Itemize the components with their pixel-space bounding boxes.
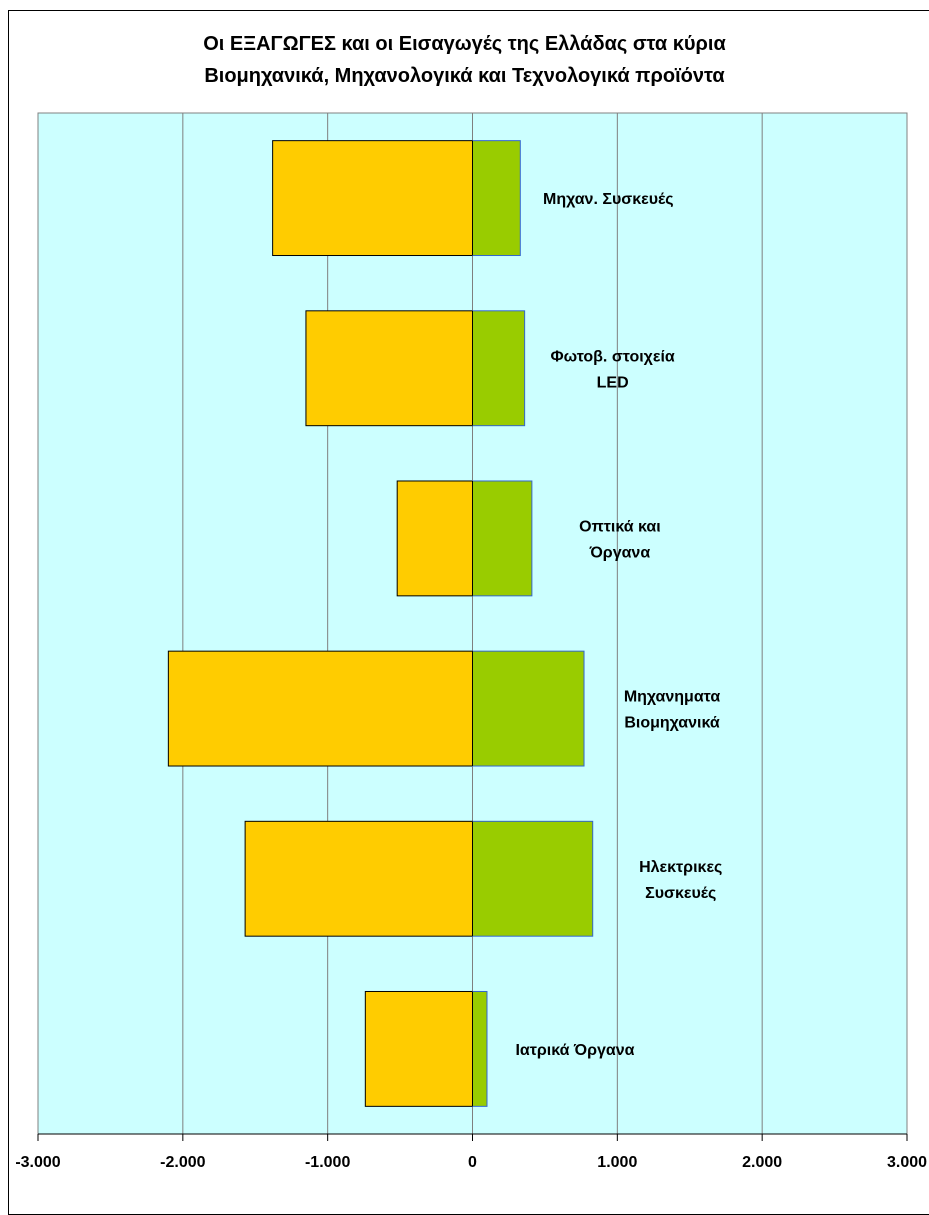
category-label-line: Όργανα: [589, 544, 651, 561]
category-label-5: Ιατρικά Όργανα: [515, 1042, 634, 1059]
bar-export-3: [472, 650, 585, 767]
category-label-1: Φωτοβ. στοιχεία LED: [550, 348, 674, 391]
chart-title-line-2: Βιομηχανικά, Μηχανολογικά και Τεχνολογικ…: [204, 65, 725, 87]
bar-import-1: [305, 310, 474, 427]
bar-export-2: [472, 480, 533, 597]
bar-export-1: [472, 310, 526, 427]
bar-export-4: [472, 820, 594, 937]
x-tick-label-4: 1.000: [597, 1154, 637, 1171]
bar-export-0: [472, 140, 521, 257]
bar-import-5: [364, 990, 473, 1107]
x-tick-label-0: -3.000: [15, 1154, 60, 1171]
category-label-3: Μηχανηματα Βιομηχανικά: [624, 689, 721, 732]
bar-export-5: [472, 990, 488, 1107]
category-label-line: Οπτικά και: [579, 518, 661, 535]
x-tick-label-1: -2.000: [160, 1154, 205, 1171]
chart-title: Οι ΕΞΑΓΩΓΕΣ και οι Εισαγωγές της Ελλάδας…: [0, 28, 929, 92]
category-label-line: Συσκευές: [645, 885, 716, 902]
bar-import-3: [167, 650, 473, 767]
chart-title-line-1: Οι ΕΞΑΓΩΓΕΣ και οι Εισαγωγές της Ελλάδας…: [203, 33, 726, 55]
category-label-2: Οπτικά και Όργανα: [579, 518, 661, 561]
x-tick-label-5: 2.000: [742, 1154, 782, 1171]
x-tick-label-2: -1.000: [305, 1154, 350, 1171]
category-label-line: Φωτοβ. στοιχεία: [550, 348, 674, 365]
category-label-line: Ηλεκτρικες: [639, 859, 722, 876]
bar-import-0: [272, 140, 473, 257]
x-tick-label-6: 3.000: [887, 1154, 927, 1171]
category-label-4: Ηλεκτρικες Συσκευές: [639, 859, 722, 902]
category-label-line: Ιατρικά Όργανα: [515, 1042, 634, 1059]
x-tick-label-3: 0: [468, 1154, 477, 1171]
category-label-line: Μηχαν. Συσκευές: [543, 191, 674, 208]
category-label-line: LED: [597, 374, 629, 391]
category-label-0: Μηχαν. Συσκευές: [543, 191, 674, 208]
bar-import-2: [396, 480, 474, 597]
category-label-line: Βιομηχανικά: [624, 715, 720, 732]
bar-import-4: [244, 820, 473, 937]
category-label-line: Μηχανηματα: [624, 689, 721, 706]
